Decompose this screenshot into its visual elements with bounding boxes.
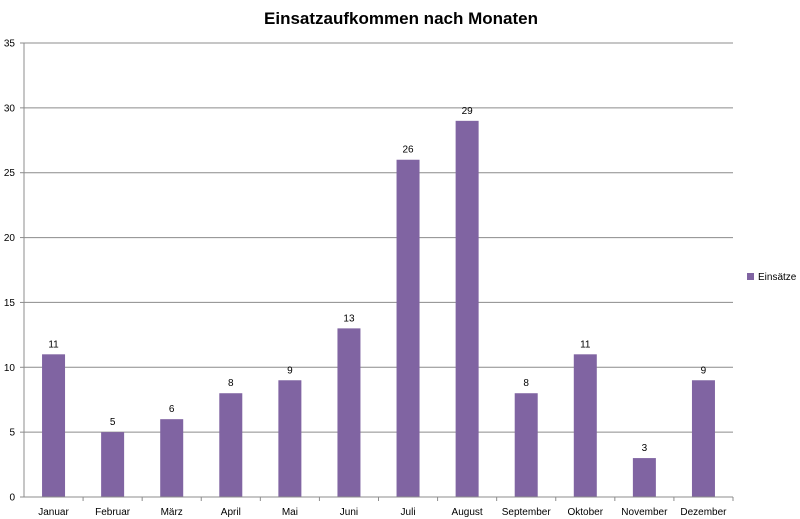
- bar-juni: [337, 328, 361, 497]
- legend-label: Einsätze: [758, 272, 797, 283]
- bar-februar: [101, 432, 125, 497]
- bar-september: [514, 393, 538, 497]
- bar-november: [632, 458, 656, 497]
- bar-januar: [42, 354, 66, 497]
- data-label: 9: [701, 365, 707, 376]
- x-tick-label: September: [502, 507, 552, 518]
- y-tick-label: 25: [4, 168, 16, 179]
- bar-mai: [278, 380, 302, 497]
- bar-oktober: [573, 354, 597, 497]
- bar-märz: [160, 419, 184, 497]
- data-label: 6: [169, 404, 175, 415]
- bar-juli: [396, 159, 420, 497]
- data-label: 11: [580, 339, 591, 350]
- y-tick-label: 20: [4, 233, 16, 244]
- x-tick-label: März: [161, 507, 183, 518]
- x-tick-label: Februar: [95, 507, 131, 518]
- x-axis-ticks: Januar Februar März April Mai Juni Juli August S…: [38, 497, 734, 518]
- data-label: 9: [287, 365, 293, 376]
- data-label: 26: [402, 145, 414, 156]
- y-axis-ticks: 0 5 10 15 20 25 30 35: [4, 39, 24, 504]
- data-label: 5: [110, 417, 116, 428]
- data-labels: 11 5 6 8 9 13 26 29 8 11 3 9: [48, 106, 706, 454]
- y-tick-label: 5: [9, 428, 15, 439]
- y-tick-label: 35: [4, 39, 16, 50]
- x-tick-label: Januar: [38, 507, 69, 518]
- bar-august: [455, 120, 479, 497]
- data-label: 13: [343, 313, 355, 324]
- data-label: 3: [642, 443, 648, 454]
- data-label: 8: [523, 378, 529, 389]
- x-tick-label: Mai: [282, 507, 298, 518]
- x-tick-label: August: [452, 507, 483, 518]
- x-tick-label: Dezember: [680, 507, 727, 518]
- gridlines: [24, 42, 733, 433]
- bar-dezember: [691, 380, 715, 497]
- y-tick-label: 15: [4, 298, 16, 309]
- data-label: 11: [48, 339, 59, 350]
- x-tick-label: Juni: [340, 507, 358, 518]
- legend-swatch: [747, 273, 754, 280]
- x-tick-label: Oktober: [568, 507, 604, 518]
- data-label: 29: [462, 106, 474, 117]
- x-tick-label: Juli: [401, 507, 416, 518]
- y-tick-label: 10: [4, 363, 16, 374]
- data-label: 8: [228, 378, 234, 389]
- chart-title: Einsatzaufkommen nach Monaten: [264, 9, 538, 28]
- y-tick-label: 0: [9, 493, 15, 504]
- legend: Einsätze: [747, 272, 797, 283]
- x-tick-label: November: [621, 507, 668, 518]
- bars: [42, 120, 715, 497]
- x-tick-label: April: [221, 507, 241, 518]
- y-tick-label: 30: [4, 103, 16, 114]
- bar-april: [219, 393, 243, 497]
